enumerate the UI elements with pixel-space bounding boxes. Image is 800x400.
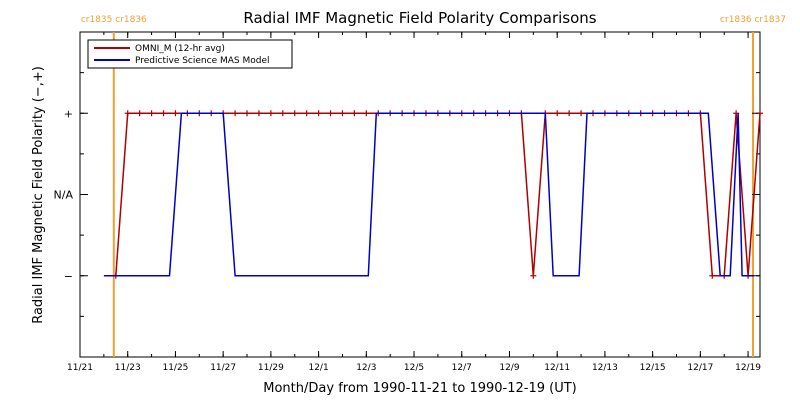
data-point	[267, 110, 274, 117]
data-point	[339, 110, 346, 117]
series-line-0	[115, 112, 761, 277]
data-point	[351, 110, 358, 117]
x-tick-label: 11/25	[162, 363, 188, 373]
x-tick-label: 12/11	[544, 363, 570, 373]
data-point	[554, 110, 561, 117]
x-tick-label: 12/19	[735, 363, 761, 373]
data-point	[566, 110, 573, 117]
data-point	[578, 110, 585, 117]
data-point	[244, 110, 251, 117]
data-point	[733, 110, 740, 117]
data-point	[757, 110, 763, 117]
data-point	[303, 110, 310, 117]
data-point	[363, 110, 370, 117]
data-point	[148, 110, 155, 117]
series	[103, 110, 763, 279]
x-tick-label: 12/17	[687, 363, 713, 373]
y-axis-title: Radial IMF Magnetic Field Polarity (−,+)	[31, 66, 46, 324]
cr-label: cr1836 cr1837	[720, 15, 786, 25]
legend-label-mas: Predictive Science MAS Model	[135, 56, 270, 66]
x-tick-label: 12/15	[640, 363, 666, 373]
cr-label: cr1835 cr1836	[81, 15, 147, 25]
x-tick-label: 12/3	[356, 363, 376, 373]
data-point	[291, 110, 298, 117]
data-point	[315, 110, 322, 117]
x-tick-label: 11/27	[210, 363, 236, 373]
data-point	[124, 110, 131, 117]
x-tick-label: 12/9	[499, 363, 519, 373]
data-point	[327, 110, 334, 117]
y-tick-label: N/A	[54, 189, 74, 202]
x-tick-label: 12/7	[452, 363, 472, 373]
x-axis-title: Month/Day from 1990-11-21 to 1990-12-19 …	[263, 381, 576, 396]
legend: OMNI_M (12-hr avg) Predictive Science MA…	[87, 39, 293, 69]
data-point	[530, 272, 537, 279]
plot-frame	[79, 31, 761, 358]
legend-label-omni: OMNI_M (12-hr avg)	[135, 44, 225, 54]
data-point	[709, 272, 716, 279]
data-point	[279, 110, 286, 117]
x-tick-label: 11/23	[115, 363, 141, 373]
data-point	[172, 110, 179, 117]
x-tick-label: 12/13	[592, 363, 618, 373]
legend-box	[87, 39, 293, 69]
x-tick-label: 11/29	[258, 363, 284, 373]
x-tick-label: 12/1	[308, 363, 328, 373]
x-tick-label: 12/5	[404, 363, 424, 373]
data-point	[232, 110, 239, 117]
data-point	[160, 110, 167, 117]
x-tick-label: 11/21	[67, 363, 93, 373]
data-point	[136, 110, 143, 117]
series-line-1	[103, 112, 754, 277]
y-axis: − N/A +	[54, 31, 760, 358]
y-tick-label: +	[64, 107, 73, 120]
data-point	[255, 110, 262, 117]
x-axis: 11/21 11/23 11/25 11/27 11/29 12/1 12/3 12/5 12/…	[67, 32, 761, 373]
chart-title: Radial IMF Magnetic Field Polarity Compa…	[243, 9, 596, 27]
y-tick-label: −	[64, 270, 73, 283]
